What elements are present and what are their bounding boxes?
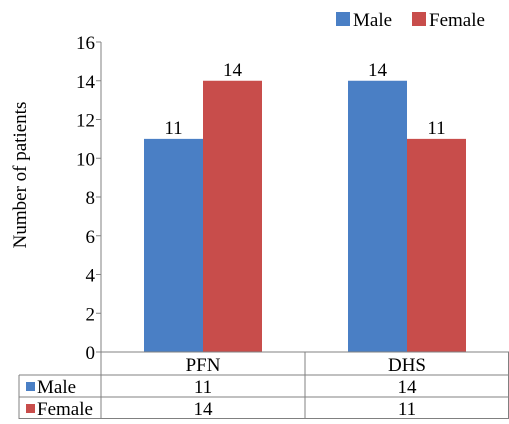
- table-cell: 14: [194, 399, 214, 419]
- y-tick-label: 16: [76, 33, 95, 54]
- legend-swatch-male: [336, 12, 350, 26]
- legend-swatch-female: [412, 12, 426, 26]
- legend-label-female: Female: [429, 10, 485, 31]
- data-label: 14: [368, 60, 388, 81]
- data-label: 11: [427, 118, 445, 139]
- data-labels: 11 14 14 11: [164, 60, 445, 139]
- y-tick-label: 8: [86, 188, 96, 209]
- bar-male-pfn: [144, 138, 203, 352]
- x-tick-label: PFN: [186, 355, 221, 376]
- table-swatch-female: [26, 404, 35, 413]
- table-swatch-male: [26, 382, 35, 391]
- y-tick-label: 0: [86, 343, 96, 364]
- bar-female-pfn: [203, 80, 262, 352]
- bar-female-dhs: [407, 138, 466, 352]
- y-tick-label: 10: [76, 149, 95, 170]
- y-tick-label: 2: [86, 304, 96, 325]
- y-tick-label: 12: [76, 111, 95, 132]
- legend-label-male: Male: [353, 10, 392, 31]
- table-cell: 11: [194, 377, 212, 398]
- y-tick-label: 4: [86, 266, 96, 287]
- data-label: 11: [164, 118, 182, 139]
- bars: [144, 80, 466, 352]
- y-axis: 0 2 4 6 8 10 12 14 16: [76, 33, 102, 364]
- table-cell: 11: [398, 399, 416, 419]
- y-tick-label: 14: [76, 72, 96, 93]
- y-axis-label: Number of patients: [10, 102, 31, 249]
- table-row-label-male: Male: [37, 377, 76, 398]
- x-tick-label: DHS: [388, 355, 426, 376]
- table-cell: 14: [398, 377, 418, 398]
- table-row-label-female: Female: [37, 399, 93, 419]
- legend: Male Female: [336, 10, 485, 31]
- bar-male-dhs: [348, 80, 407, 352]
- y-tick-label: 6: [86, 227, 96, 248]
- data-label: 14: [223, 60, 243, 81]
